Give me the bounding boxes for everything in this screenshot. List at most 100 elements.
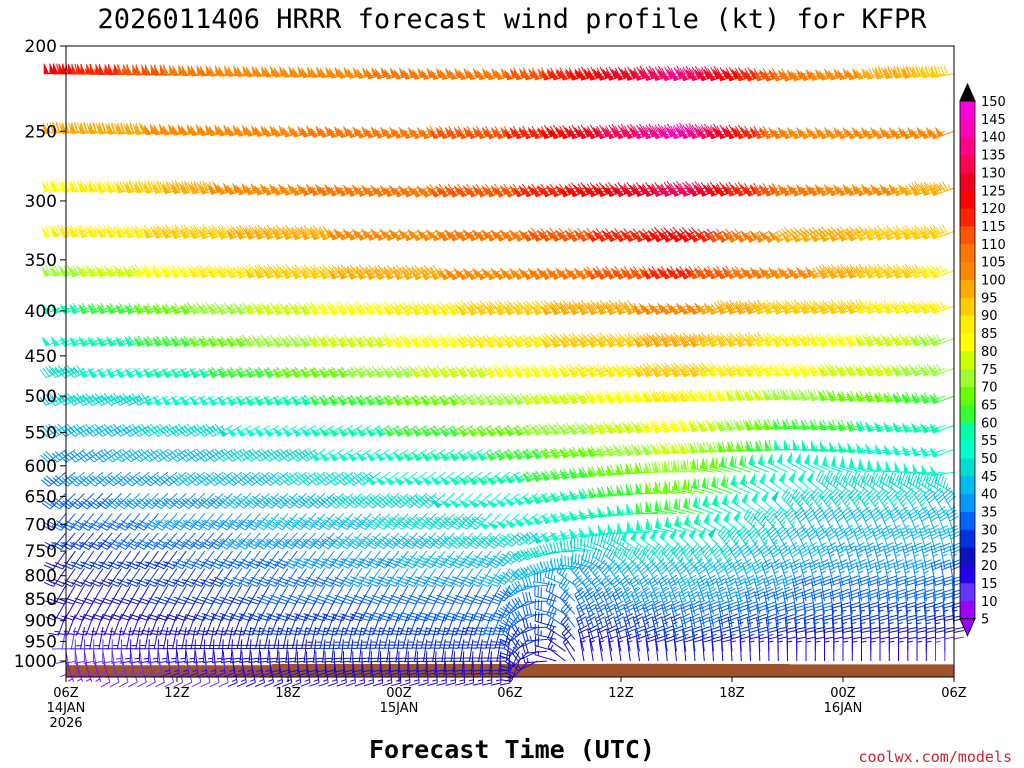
wind-barb-pennant <box>531 494 542 505</box>
wind-barb-pennant <box>781 127 796 140</box>
wind-barb-pennant <box>587 367 597 378</box>
wind-barb-pennant <box>337 452 348 462</box>
colorbar-label: 55 <box>981 434 998 449</box>
wind-barb-pennant <box>645 501 651 513</box>
wind-barb <box>837 559 849 586</box>
wind-barb <box>933 487 947 514</box>
x-tick-label: 18Z <box>275 686 301 701</box>
wind-barb <box>708 601 721 628</box>
wind-barb-pennant <box>254 268 264 279</box>
wind-barb-pennant <box>384 476 395 486</box>
wind-barb <box>364 493 391 509</box>
wind-barb-pennant <box>448 305 458 316</box>
wind-barb <box>145 568 169 587</box>
wind-barb <box>86 449 113 463</box>
wind-barb-pennant <box>864 184 880 197</box>
colorbar-swatch <box>960 225 975 245</box>
wind-barb <box>40 471 67 487</box>
wind-barb-pennant <box>199 124 213 136</box>
wind-barb-pennant <box>448 368 458 379</box>
wind-barb <box>940 559 952 586</box>
wind-barb <box>791 488 807 514</box>
wind-barb-pennant <box>383 270 394 280</box>
wind-barb-pennant <box>809 268 819 279</box>
wind-barb <box>549 541 575 553</box>
wind-barb-pennant <box>720 475 726 488</box>
wind-barb <box>233 614 252 636</box>
wind-barb-pennant <box>41 227 50 238</box>
wind-barb <box>67 449 95 463</box>
wind-barb-pennant <box>485 396 495 406</box>
wind-barb <box>730 636 741 662</box>
wind-barb-pennant <box>383 368 394 379</box>
wind-barb-pennant <box>246 65 259 78</box>
wind-barb-pennant <box>874 268 883 279</box>
wind-barb <box>66 614 85 636</box>
wind-barb-pennant <box>189 368 199 379</box>
wind-barb <box>330 639 344 663</box>
wind-barb-pennant <box>689 127 704 140</box>
wind-barb <box>794 601 806 628</box>
wind-barb-pennant <box>827 184 843 197</box>
wind-barb-pennant <box>716 184 732 197</box>
wind-barb <box>732 558 746 586</box>
wind-barb <box>458 532 483 549</box>
wind-barb-pennant <box>245 268 254 279</box>
wind-barb <box>182 660 193 688</box>
wind-barb-pennant <box>892 268 902 279</box>
wind-barb-pennant <box>126 64 139 76</box>
wind-barb <box>727 601 739 628</box>
wind-barb <box>766 524 780 552</box>
wind-barb-pennant <box>568 510 578 521</box>
wind-barb-pennant <box>198 368 209 379</box>
wind-barb <box>810 488 825 514</box>
wind-barb-pennant <box>901 127 917 140</box>
wind-barb-pennant <box>761 491 769 503</box>
wind-barb <box>173 660 184 688</box>
wind-barb <box>916 636 928 661</box>
wind-barb <box>51 627 67 650</box>
wind-barb <box>780 558 793 586</box>
wind-barb <box>196 614 215 636</box>
colorbar-label: 45 <box>981 470 998 485</box>
wind-barb-pennant <box>749 473 756 486</box>
wind-barb-pennant <box>263 427 274 437</box>
wind-barb <box>820 588 832 615</box>
wind-barb-pennant <box>531 534 542 544</box>
wind-barb-pennant <box>189 268 199 279</box>
wind-barb <box>239 639 252 664</box>
wind-barb <box>271 448 298 462</box>
wind-barb-pennant <box>88 266 97 278</box>
wind-barb-pennant <box>531 305 542 316</box>
wind-barb-pennant <box>626 521 633 532</box>
wind-barb <box>790 558 802 586</box>
wind-barb-pennant <box>198 304 208 315</box>
wind-barb <box>151 448 178 463</box>
wind-barb-pennant <box>764 440 771 451</box>
wind-barb-pennant <box>661 69 676 81</box>
wind-barb <box>756 601 768 628</box>
wind-barb-pennant <box>449 476 460 486</box>
wind-barb <box>876 575 888 602</box>
wind-barb-pennant <box>227 124 241 137</box>
wind-barb-pennant <box>513 395 523 406</box>
wind-barb-pennant <box>255 66 268 78</box>
wind-barb-pennant <box>864 304 874 315</box>
wind-barb <box>476 532 502 549</box>
wind-barb <box>211 639 224 664</box>
wind-barb <box>932 181 955 196</box>
wind-barb-pennant <box>328 368 338 379</box>
wind-barb-pennant <box>735 267 750 280</box>
wind-barb-pennant <box>772 69 787 82</box>
wind-barb-pennant <box>901 268 911 279</box>
wind-barb <box>160 423 187 437</box>
wind-barb-pennant <box>708 442 716 453</box>
wind-barb-pennant <box>375 67 389 80</box>
wind-barb-pennant <box>874 69 883 80</box>
wind-barb-pennant <box>837 268 846 279</box>
wind-barb-pennant <box>513 518 525 528</box>
wind-barb-pennant <box>689 184 704 197</box>
wind-barb <box>710 542 724 569</box>
wind-barb-pennant <box>485 338 495 349</box>
wind-barb-pennant <box>411 396 421 406</box>
